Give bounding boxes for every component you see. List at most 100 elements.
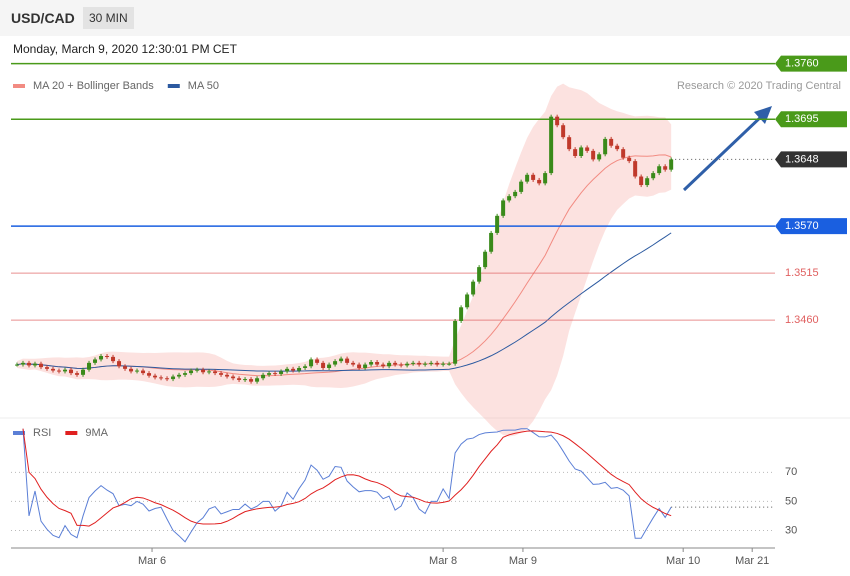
candle [63,369,68,372]
candle [345,358,350,363]
candle [669,159,674,170]
candle [531,174,536,180]
candle [549,116,554,174]
candle [135,370,140,372]
candle [315,359,320,363]
legend-swatch [167,84,180,88]
header-bar: USD/CAD 30 MIN [0,0,850,36]
candle [567,137,572,150]
candle [153,375,158,378]
candle [369,362,374,365]
candle [561,125,566,138]
legend-label: RSI [33,427,51,439]
rsi-ma-line [22,428,672,527]
legend-label: 9MA [85,427,108,439]
candle [633,161,638,177]
candle [27,362,32,366]
candle [69,369,74,374]
candle [351,362,356,365]
candle [177,374,182,377]
rsi-line [22,428,672,543]
legend-label: MA 20 + Bollinger Bands [33,80,154,92]
candle [645,178,650,186]
candle [279,371,284,374]
candle [129,368,134,372]
candle [465,294,470,308]
candle [357,364,362,368]
candle [93,359,98,363]
candle [627,157,632,162]
candle [321,362,326,368]
candle [183,373,188,375]
candle [39,363,44,368]
candle [363,364,368,368]
candle [225,374,230,377]
level-label: 1.3695 [785,113,819,125]
candle [579,147,584,156]
level-tag [775,151,847,168]
candle [411,362,416,364]
level-label: 1.3570 [785,220,819,232]
candle [441,363,446,365]
candle [387,362,392,367]
candle [123,366,128,369]
legend-swatch [13,84,25,88]
candle [273,373,278,375]
candle [195,369,200,371]
candle [219,373,224,375]
level-tag [775,218,847,235]
bollinger-band [17,83,672,437]
candle [435,362,440,365]
legend-swatch [13,431,25,435]
candle [171,376,176,380]
candle [495,215,500,233]
candle [201,369,206,373]
interval[interactable]: 30 MIN [83,7,134,29]
candle [159,377,164,379]
candle [327,364,332,368]
candle [309,359,314,367]
level-label: 1.3515 [785,267,819,279]
ma50-line [16,232,672,372]
candle [75,373,80,375]
candle [555,116,560,126]
candle [489,232,494,252]
arrow-head [754,106,772,124]
candle [423,363,428,365]
candle [381,364,386,367]
candle [537,179,542,184]
candle [573,149,578,156]
candle [663,166,668,170]
candle [141,370,146,374]
candle [585,147,590,151]
candle [45,367,50,369]
x-tick-label: Mar 8 [429,555,457,567]
x-tick-label: Mar 6 [138,555,166,567]
candle [471,281,476,295]
candle [147,373,152,376]
level-label: 1.3760 [785,58,819,70]
candle [57,370,62,372]
candle [255,378,260,382]
candle [591,150,596,160]
candle [477,267,482,282]
candle [621,149,626,158]
candle [651,173,656,179]
candle [657,166,662,174]
candle [165,378,170,380]
candle [81,369,86,375]
candle [507,196,512,201]
candle [21,362,26,365]
candle [51,368,56,371]
candle [261,374,266,379]
level-tag [775,55,847,72]
x-tick-label: Mar 9 [509,555,537,567]
candle [609,138,614,146]
datetime: Monday, March 9, 2020 12:30:01 PM CET [13,42,237,56]
candle [99,356,104,360]
candle [399,364,404,366]
candle [237,378,242,380]
candle [459,307,464,321]
candle [519,181,524,192]
